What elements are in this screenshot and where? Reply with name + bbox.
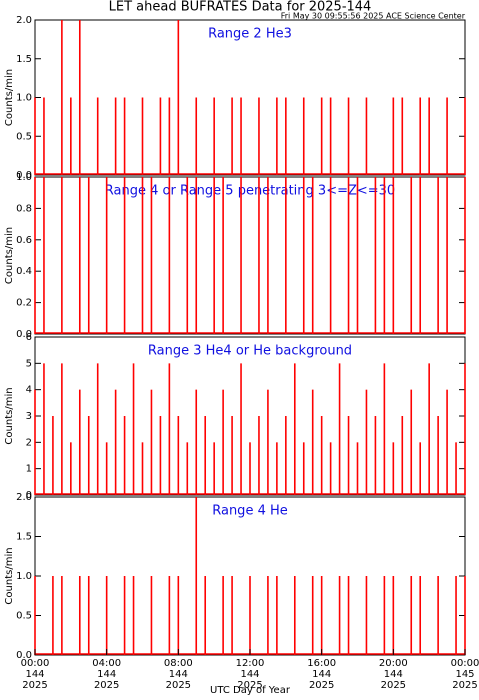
x-tick-day: 145 <box>455 669 474 680</box>
y-axis-label: Counts/min <box>4 227 15 284</box>
x-tick-label: 12:00 <box>236 658 265 669</box>
x-tick-label: 00:00 <box>21 658 50 669</box>
x-tick-day: 144 <box>384 669 403 680</box>
y-tick-label: 2 <box>26 437 32 448</box>
y-tick-label: 1.5 <box>16 532 32 543</box>
y-tick-label: 5 <box>26 358 32 369</box>
y-tick-label: 0.0 <box>16 329 32 340</box>
x-tick-label: 20:00 <box>379 658 408 669</box>
x-tick-year: 2025 <box>309 680 334 691</box>
x-tick-day: 144 <box>312 669 331 680</box>
y-axis-label: Counts/min <box>4 69 15 126</box>
y-tick-label: 0.5 <box>16 131 32 142</box>
chart-title: LET ahead BUFRATES Data for 2025-144 <box>109 0 372 15</box>
y-tick-label: 3 <box>26 411 32 422</box>
y-tick-label: 1.0 <box>16 172 32 183</box>
y-tick-label: 0.6 <box>16 235 32 246</box>
y-tick-label: 2.0 <box>16 492 32 503</box>
x-tick-year: 2025 <box>381 680 406 691</box>
x-tick-label: 16:00 <box>307 658 336 669</box>
x-tick-day: 144 <box>169 669 188 680</box>
x-tick-year: 2025 <box>22 680 47 691</box>
y-tick-label: 1 <box>26 464 32 475</box>
y-tick-label: 0.4 <box>16 266 32 277</box>
y-tick-label: 0.5 <box>16 611 32 622</box>
y-tick-label: 0.0 <box>16 650 32 661</box>
y-tick-label: 4 <box>26 385 32 396</box>
y-tick-label: 2.0 <box>16 15 32 26</box>
y-tick-label: 1.5 <box>16 54 32 65</box>
panel-title: Range 4 or Range 5 penetrating 3<=Z<=30 <box>105 184 395 199</box>
y-axis-label: Counts/min <box>4 387 15 444</box>
panel-title: Range 4 He <box>212 504 288 519</box>
x-tick-label: 04:00 <box>92 658 121 669</box>
y-tick-label: 6 <box>26 332 32 343</box>
x-tick-day: 144 <box>97 669 116 680</box>
x-tick-day: 144 <box>25 669 44 680</box>
y-axis-label: Counts/min <box>4 547 15 604</box>
panel-title: Range 2 He3 <box>208 27 292 42</box>
timestamp: Fri May 30 09:55:56 2025 ACE Science Cen… <box>281 12 466 21</box>
y-tick-label: 0.8 <box>16 203 32 214</box>
y-tick-label: 0 <box>26 490 32 501</box>
plot-frame <box>34 19 466 176</box>
y-tick-label: 1.0 <box>16 571 32 582</box>
panel-title: Range 3 He4 or He background <box>148 344 352 359</box>
y-tick-label: 0.2 <box>16 298 32 309</box>
x-tick-year: 2025 <box>237 680 262 691</box>
y-tick-label: 1.0 <box>16 93 32 104</box>
x-tick-year: 2025 <box>166 680 191 691</box>
x-tick-day: 144 <box>240 669 259 680</box>
x-tick-label: 08:00 <box>164 658 193 669</box>
x-tick-label: 00:00 <box>451 658 479 669</box>
plot-frame <box>34 176 466 335</box>
y-tick-label: 0.0 <box>16 170 32 181</box>
x-tick-year: 2025 <box>452 680 477 691</box>
x-axis-label: UTC Day of Year <box>210 685 291 696</box>
x-tick-year: 2025 <box>94 680 119 691</box>
